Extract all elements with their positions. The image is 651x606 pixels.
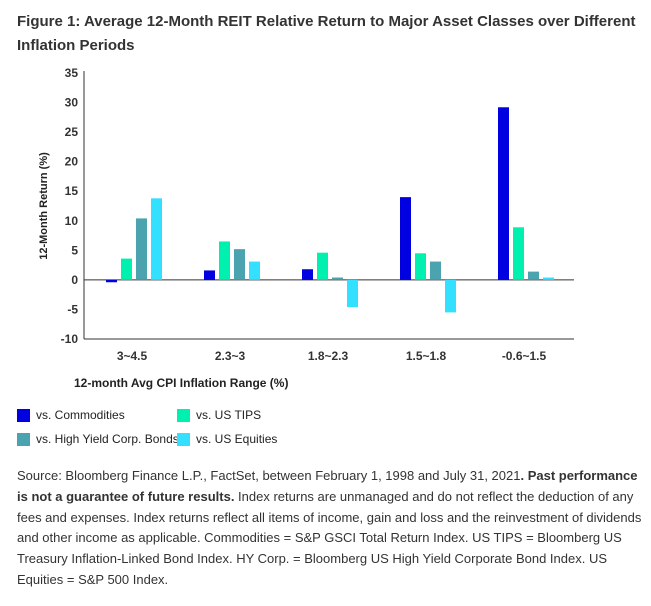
source-text: Source: Bloomberg Finance L.P., FactSet,… <box>17 468 521 483</box>
legend-swatch <box>177 408 190 422</box>
y-tick-label: -10 <box>61 332 79 346</box>
bar <box>219 241 230 280</box>
bar <box>121 258 132 280</box>
bar <box>513 227 524 280</box>
legend-swatch <box>177 432 190 446</box>
y-tick-label: 25 <box>65 125 79 139</box>
x-tick-label: 1.8~2.3 <box>308 349 349 363</box>
bar <box>136 218 147 280</box>
y-tick-label: 10 <box>65 214 79 228</box>
legend-label: vs. US TIPS <box>196 408 262 422</box>
x-tick-label: -0.6~1.5 <box>502 349 547 363</box>
legend-item: vs. US TIPS <box>177 408 261 422</box>
bar <box>151 198 162 280</box>
y-tick-label: 15 <box>65 184 79 198</box>
legend-item: vs. Commodities <box>17 408 125 422</box>
legend-item: vs. High Yield Corp. Bonds <box>17 432 179 446</box>
x-axis-label: 12-month Avg CPI Inflation Range (%) <box>74 376 289 390</box>
legend-item: vs. US Equities <box>177 432 277 446</box>
disclaimer-bold: . Past performance is not a guarantee of… <box>17 468 638 504</box>
y-axis-label: 12-Month Return (%) <box>38 152 50 260</box>
bar <box>400 197 411 280</box>
bar <box>332 277 343 280</box>
bar <box>430 261 441 280</box>
bar <box>234 249 245 280</box>
bar <box>498 107 509 280</box>
legend-label: vs. Commodities <box>36 408 125 422</box>
legend-swatch <box>17 432 30 446</box>
chart-title: Figure 1: Average 12-Month REIT Relative… <box>17 13 636 54</box>
bar <box>347 279 358 308</box>
y-tick-label: 20 <box>65 155 79 169</box>
y-tick-label: 5 <box>71 243 78 257</box>
legend-label: vs. US Equities <box>196 432 278 446</box>
legend-swatch <box>17 408 30 422</box>
legend-label: vs. High Yield Corp. Bonds <box>36 432 179 446</box>
source-details: Index returns are unmanaged and do not r… <box>17 488 642 587</box>
bar <box>415 253 426 280</box>
bar <box>543 277 554 280</box>
bar <box>249 261 260 280</box>
x-tick-label: 3~4.5 <box>117 349 148 363</box>
bar-chart: 35 30 25 20 15 10 5 0 -5 -10 12-Month Return (%) 3~… <box>38 66 574 363</box>
y-tick-label: 0 <box>71 273 78 287</box>
bar <box>528 271 539 280</box>
y-tick-label: 35 <box>65 66 79 80</box>
bar <box>302 269 313 280</box>
x-tick-label: 2.3~3 <box>215 349 246 363</box>
source-note: Source: Bloomberg Finance L.P., FactSet,… <box>17 466 642 591</box>
y-tick-label: 30 <box>65 96 79 110</box>
y-tick-label: -5 <box>67 302 78 316</box>
x-tick-label: 1.5~1.8 <box>406 349 447 363</box>
bar <box>317 252 328 280</box>
bar <box>204 270 215 280</box>
bar <box>106 279 117 283</box>
bar <box>445 279 456 313</box>
